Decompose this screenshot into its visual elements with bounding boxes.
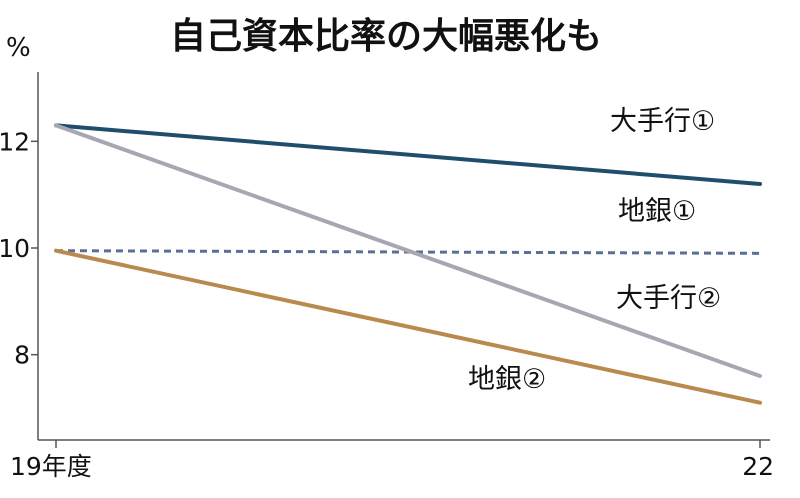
axes xyxy=(37,72,770,441)
x-tick-label: 19年度 xyxy=(10,452,92,481)
x-ticks: 19年度 22 xyxy=(10,440,774,481)
series-label: 地銀① xyxy=(618,196,696,227)
line-regional-banks-2 xyxy=(54,248,762,405)
chart-title: 自己資本比率の大幅悪化も xyxy=(170,16,602,57)
x-tick-label: 22 xyxy=(742,452,774,481)
y-axis-unit: % xyxy=(6,33,31,63)
line-major-banks-2 xyxy=(54,123,762,378)
y-tick-label: 12 xyxy=(0,127,30,156)
series-label: 大手行② xyxy=(616,283,721,314)
series-label: 地銀② xyxy=(468,364,546,395)
y-tick-label: 10 xyxy=(0,234,30,263)
series-label: 大手行① xyxy=(610,106,715,137)
y-ticks: 8 10 12 xyxy=(0,127,38,370)
series-lines xyxy=(54,123,762,405)
line-major-banks-1 xyxy=(54,123,762,186)
y-tick-label: 8 xyxy=(14,341,30,370)
series-labels: 大手行① 地銀① 大手行② 地銀② xyxy=(468,106,721,395)
